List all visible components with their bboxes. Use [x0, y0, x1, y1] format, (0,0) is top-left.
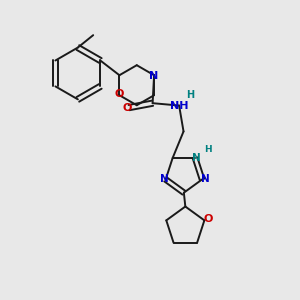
Text: N: N [201, 175, 209, 184]
Text: NH: NH [170, 100, 188, 110]
Text: N: N [160, 175, 169, 184]
Text: N: N [192, 153, 201, 163]
Text: O: O [203, 214, 213, 224]
Text: H: H [205, 145, 212, 154]
Text: O: O [123, 103, 132, 112]
Text: N: N [149, 71, 159, 81]
Text: O: O [115, 89, 124, 99]
Text: H: H [186, 90, 194, 100]
